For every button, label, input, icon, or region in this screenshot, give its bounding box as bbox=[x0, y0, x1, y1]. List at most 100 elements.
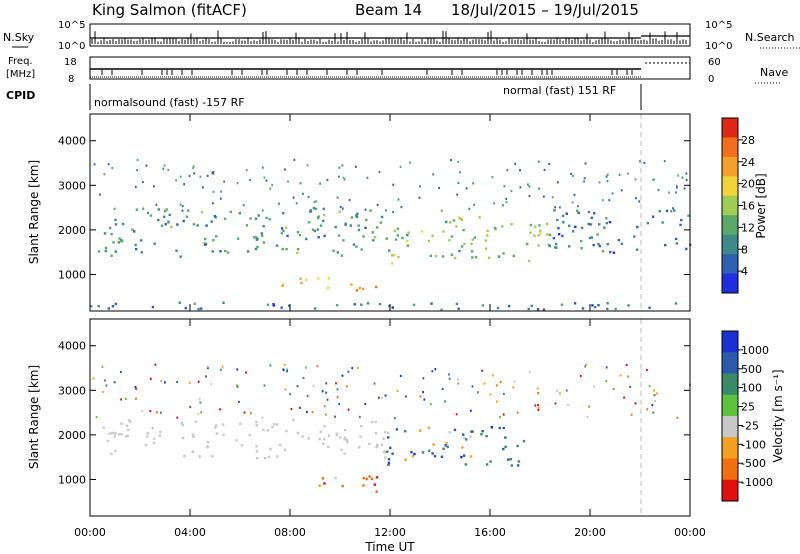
range-cell bbox=[110, 452, 113, 456]
station-title: King Salmon (fitACF) bbox=[92, 1, 247, 19]
range-cell bbox=[288, 304, 291, 308]
range-cell bbox=[651, 215, 655, 218]
range-cell bbox=[442, 447, 445, 450]
range-cell bbox=[326, 286, 330, 290]
range-cell bbox=[135, 397, 137, 400]
date-range-title: 18/Jul/2015 – 19/Jul/2015 bbox=[451, 1, 639, 19]
range-cell bbox=[282, 229, 285, 232]
range-cell bbox=[141, 409, 143, 413]
x-axis-label: Time UT bbox=[364, 540, 415, 554]
range-cell bbox=[185, 215, 189, 218]
range-cell bbox=[517, 460, 521, 463]
range-cell bbox=[336, 396, 339, 399]
range-cell bbox=[516, 444, 519, 448]
range-cell bbox=[429, 254, 433, 258]
range-cell bbox=[441, 255, 445, 258]
colorbar-block bbox=[722, 437, 738, 459]
range-cell bbox=[319, 182, 321, 185]
range-cell bbox=[128, 419, 131, 422]
range-cell bbox=[548, 233, 552, 236]
range-cell bbox=[421, 451, 425, 454]
range-cell bbox=[250, 412, 252, 415]
range-cell bbox=[657, 188, 660, 192]
range-cell bbox=[384, 394, 387, 397]
range-cell bbox=[495, 384, 498, 387]
range-cell bbox=[181, 204, 184, 208]
range-cell bbox=[646, 368, 648, 372]
range-cell bbox=[306, 164, 309, 167]
range-cell bbox=[262, 241, 266, 244]
range-cell bbox=[160, 224, 164, 227]
range-cell bbox=[104, 379, 106, 382]
velocity-panel: 1000 2000 3000 4000 Slant Range [km] bbox=[27, 318, 692, 517]
range-cell bbox=[323, 213, 326, 217]
colorbar-tick-label: 20 bbox=[741, 178, 755, 191]
range-cell bbox=[120, 398, 123, 401]
range-cell bbox=[468, 207, 471, 210]
range-cell bbox=[635, 248, 639, 251]
range-cell bbox=[375, 445, 379, 449]
range-cell bbox=[156, 411, 158, 414]
range-cell bbox=[554, 242, 558, 246]
range-cell bbox=[341, 207, 344, 210]
range-cell bbox=[120, 432, 123, 436]
velocity-colorbar: 1000 500 100 25 -25 -100 -500 -1000 Velocity [m… bbox=[721, 330, 785, 502]
range-cell bbox=[375, 476, 379, 479]
range-cell bbox=[510, 189, 513, 193]
range-cell bbox=[434, 254, 438, 258]
range-cell bbox=[262, 225, 265, 228]
range-cell bbox=[457, 216, 461, 219]
range-cell bbox=[469, 455, 473, 458]
range-cell bbox=[159, 411, 162, 414]
range-cell bbox=[397, 255, 400, 259]
range-cell bbox=[422, 377, 425, 380]
range-cell bbox=[102, 426, 105, 429]
range-cell bbox=[305, 278, 308, 282]
range-cell bbox=[430, 302, 433, 305]
range-cell bbox=[661, 221, 664, 224]
colorbar-tick-label: 100 bbox=[741, 382, 762, 395]
range-cell bbox=[538, 187, 540, 190]
range-cell bbox=[142, 207, 145, 210]
range-cell bbox=[286, 234, 289, 238]
range-cell bbox=[382, 450, 386, 453]
range-cell bbox=[463, 242, 466, 246]
range-cell bbox=[496, 306, 500, 310]
range-cell bbox=[357, 228, 361, 232]
range-cell bbox=[114, 302, 117, 306]
range-cell bbox=[591, 304, 594, 307]
range-cell bbox=[95, 415, 98, 419]
colorbar-tick-label: -25 bbox=[741, 419, 759, 432]
range-cell bbox=[485, 463, 489, 466]
range-cell bbox=[317, 236, 320, 239]
range-cell bbox=[448, 221, 452, 224]
range-cell bbox=[574, 225, 577, 229]
range-cell bbox=[302, 192, 304, 196]
range-cell bbox=[361, 287, 365, 291]
range-cell bbox=[203, 237, 207, 241]
range-cell bbox=[605, 217, 608, 220]
range-cell bbox=[121, 222, 125, 226]
range-cell bbox=[92, 377, 95, 380]
range-cell bbox=[484, 239, 488, 242]
range-cell bbox=[335, 432, 338, 435]
range-cell bbox=[495, 400, 498, 403]
range-cell bbox=[489, 393, 492, 396]
range-cell bbox=[262, 428, 265, 432]
range-cell bbox=[312, 384, 315, 388]
colorbar-block bbox=[722, 273, 738, 294]
range-cell bbox=[325, 413, 327, 416]
range-cell bbox=[448, 431, 452, 434]
range-cell bbox=[355, 215, 359, 219]
range-cell bbox=[356, 212, 359, 215]
range-cell bbox=[313, 229, 317, 233]
range-cell bbox=[193, 172, 196, 175]
beam-title: Beam 14 bbox=[355, 1, 422, 19]
range-cell bbox=[556, 218, 559, 222]
range-cell bbox=[141, 180, 144, 184]
range-cell bbox=[206, 441, 210, 444]
range-cell bbox=[396, 234, 400, 237]
range-cell bbox=[164, 222, 167, 226]
range-cell bbox=[264, 456, 267, 460]
range-cell bbox=[483, 382, 486, 385]
